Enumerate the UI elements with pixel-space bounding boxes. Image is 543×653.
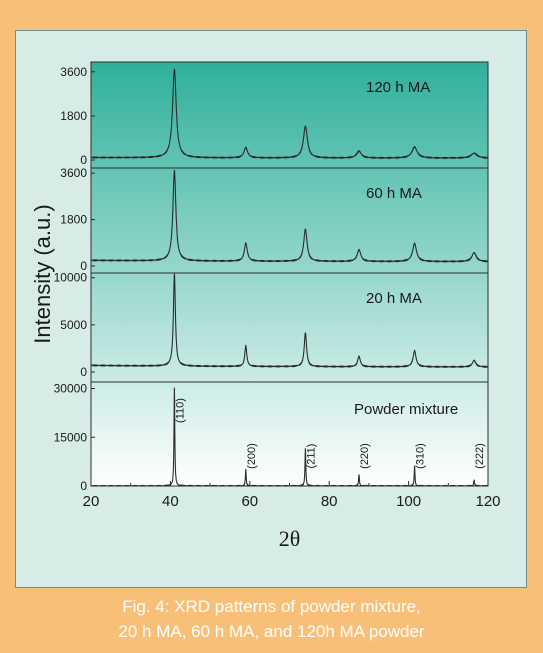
x-tick-label: 40 [162,493,179,510]
figure-caption: Fig. 4: XRD patterns of powder mixture, … [0,594,543,644]
panel-3: 0 5000 10000 20 h MA [54,271,489,379]
y-tick-label: 0 [80,365,87,379]
y-tick-label: 15000 [54,430,88,444]
y-tick-label: 3600 [60,166,87,180]
hkl-label: (222) [474,443,486,469]
xrd-line [90,273,489,368]
y-tick-label: 0 [80,479,87,493]
x-tick-label: 120 [475,493,500,510]
panel-2: 0 1800 3600 60 h MA [60,166,489,273]
panel-1: 0 1800 3600 120 h MA [60,65,489,167]
x-axis-label: 2θ [279,526,301,551]
caption-line-2: 20 h MA, 60 h MA, and 120h MA powder [118,622,425,641]
y-tick-label: 1800 [60,213,87,227]
y-tick-label: 5000 [60,318,87,332]
y-tick-label: 0 [80,153,87,167]
panel-label: 20 h MA [366,290,422,307]
y-tick-label: 30000 [54,382,88,396]
hkl-label: (110) [174,398,186,423]
x-tick-label: 80 [321,493,338,510]
panel-label: Powder mixture [354,401,458,418]
panel-label: 60 h MA [366,185,422,202]
x-tick-label: 100 [396,493,421,510]
x-tick-label: 20 [83,493,100,510]
hkl-label: (310) [415,443,427,469]
panel-4: 0 15000 30000 Powder mixture (110) (200) (211)… [54,381,489,493]
y-axis-label: Intensity (a.u.) [30,204,55,343]
caption-line-1: Fig. 4: XRD patterns of powder mixture, [122,597,421,616]
y-tick-label: 0 [80,259,87,273]
y-tick-label: 1800 [60,109,87,123]
panel-label: 120 h MA [366,79,430,96]
hkl-label: (200) [246,443,258,469]
y-tick-label: 3600 [60,65,87,79]
xrd-line [90,169,489,263]
x-tick-label: 60 [241,493,258,510]
xrd-line [90,68,489,160]
hkl-label: (211) [305,444,317,469]
hkl-label: (220) [359,443,371,469]
y-tick-label: 10000 [54,271,88,285]
plot-area-background [91,62,488,486]
